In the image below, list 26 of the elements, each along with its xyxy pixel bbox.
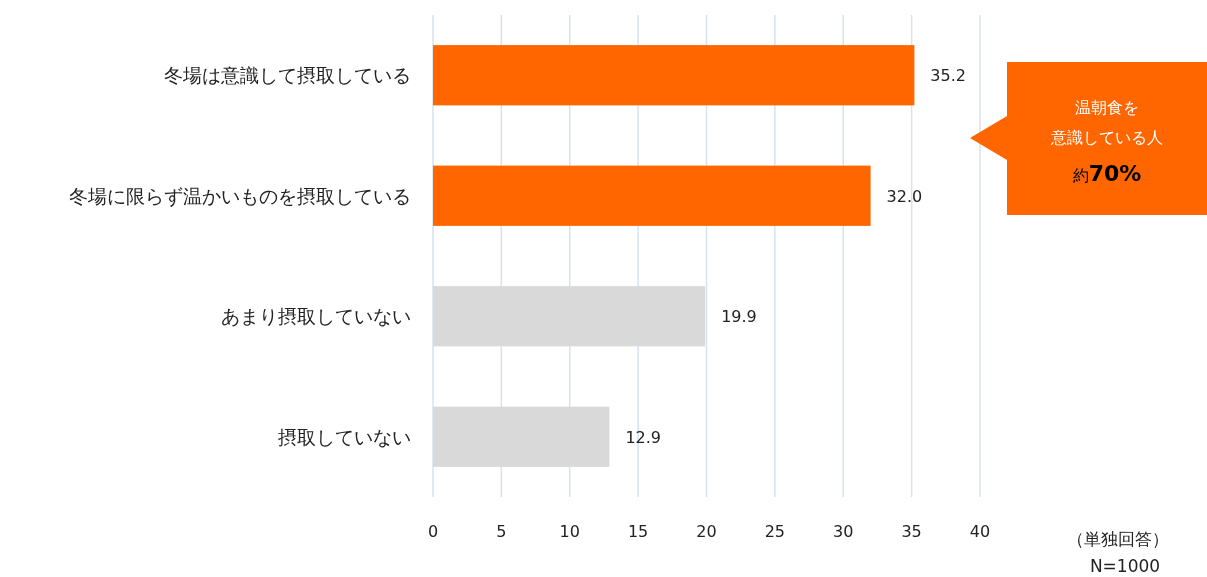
x-tick-label: 20: [696, 522, 717, 541]
text: 意識している人: [1050, 128, 1163, 147]
data-label: 19.9: [721, 307, 757, 327]
bar: [433, 286, 706, 347]
x-tick-label: 25: [764, 522, 786, 541]
y-tick-label: 摂取していない: [278, 425, 411, 448]
x-tick-label: 35: [901, 522, 922, 541]
y-tick-label: あまり摂取していない: [221, 305, 411, 328]
bar: [433, 165, 871, 226]
x-tick-label: 10: [559, 522, 580, 541]
x-tick-label: 5: [496, 522, 507, 541]
data-label: 12.9: [625, 427, 662, 447]
x-tick-label: 0: [427, 522, 439, 541]
x-tick-label: 15: [627, 522, 649, 541]
data-label: 32.0: [886, 186, 923, 206]
bar: [433, 45, 915, 106]
text: （単独回答）: [1067, 529, 1169, 549]
data-label: 35.2: [930, 66, 966, 86]
text: N=1000: [1089, 556, 1161, 576]
y-tick-label: 冬場は意識して摂取している: [164, 64, 411, 87]
text: 温朝食を: [1075, 98, 1139, 117]
bar: [433, 406, 610, 467]
text: 約70%: [1072, 161, 1142, 186]
y-tick-label: 冬場に限らず温かいものを摂取している: [69, 184, 411, 207]
x-tick-label: 30: [833, 522, 854, 541]
x-tick-label: 40: [969, 522, 991, 541]
